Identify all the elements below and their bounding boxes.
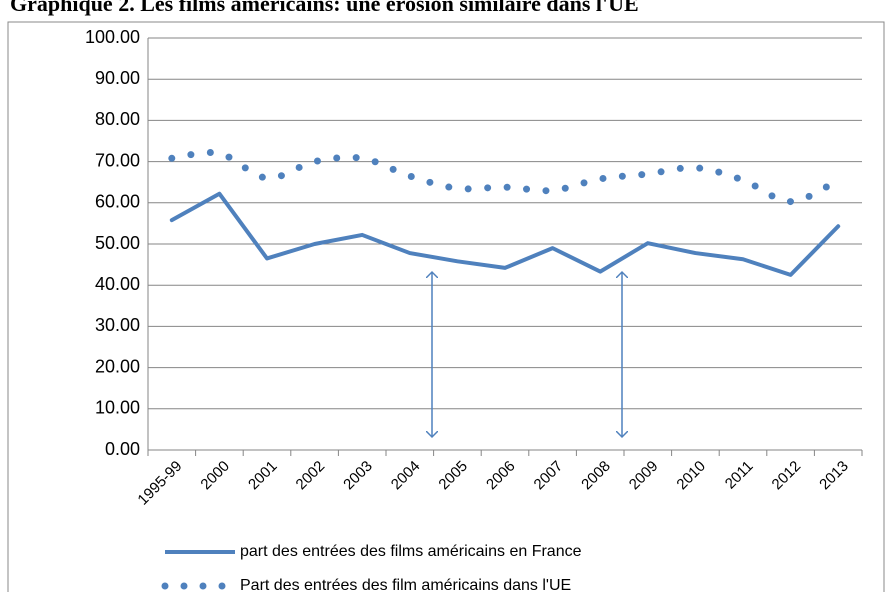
x-tick-label: 2007 xyxy=(531,458,567,494)
x-tick-label: 2003 xyxy=(340,458,376,494)
y-tick-label: 70.00 xyxy=(95,150,140,170)
x-tick-label: 2004 xyxy=(388,458,424,494)
x-tick-label: 1995-99 xyxy=(134,458,185,509)
series-line xyxy=(168,149,842,206)
y-tick-label: 0.00 xyxy=(105,439,140,459)
x-tick-label: 2001 xyxy=(245,458,281,494)
x-tick-label: 2009 xyxy=(626,458,662,494)
y-tick-label: 90.00 xyxy=(95,68,140,88)
x-tick-label: 2000 xyxy=(197,458,233,494)
y-tick-label: 40.00 xyxy=(95,274,140,294)
series-line xyxy=(169,191,841,277)
legend-label: Part des entrées des film américains dan… xyxy=(240,577,571,592)
x-tick-label: 2011 xyxy=(722,458,757,493)
y-tick-label: 100.00 xyxy=(85,27,140,47)
x-tick-label: 2008 xyxy=(578,458,614,494)
y-tick-label: 50.00 xyxy=(95,233,140,253)
x-tick-label: 2013 xyxy=(816,458,852,494)
x-tick-label: 2005 xyxy=(435,458,471,494)
x-tick-label: 2006 xyxy=(483,458,519,494)
x-tick-label: 2010 xyxy=(673,458,709,494)
y-tick-label: 60.00 xyxy=(95,192,140,212)
legend-label: part des entrées des films américains en… xyxy=(240,543,582,560)
x-tick-label: 2002 xyxy=(293,458,329,494)
y-tick-label: 80.00 xyxy=(95,109,140,129)
chart-border xyxy=(7,21,885,592)
y-tick-label: 20.00 xyxy=(95,356,140,376)
x-tick-label: 2012 xyxy=(769,458,805,494)
chart-title: Graphique 2. Les films américains: une é… xyxy=(10,0,639,16)
y-tick-label: 10.00 xyxy=(95,398,140,418)
y-tick-label: 30.00 xyxy=(95,315,140,335)
